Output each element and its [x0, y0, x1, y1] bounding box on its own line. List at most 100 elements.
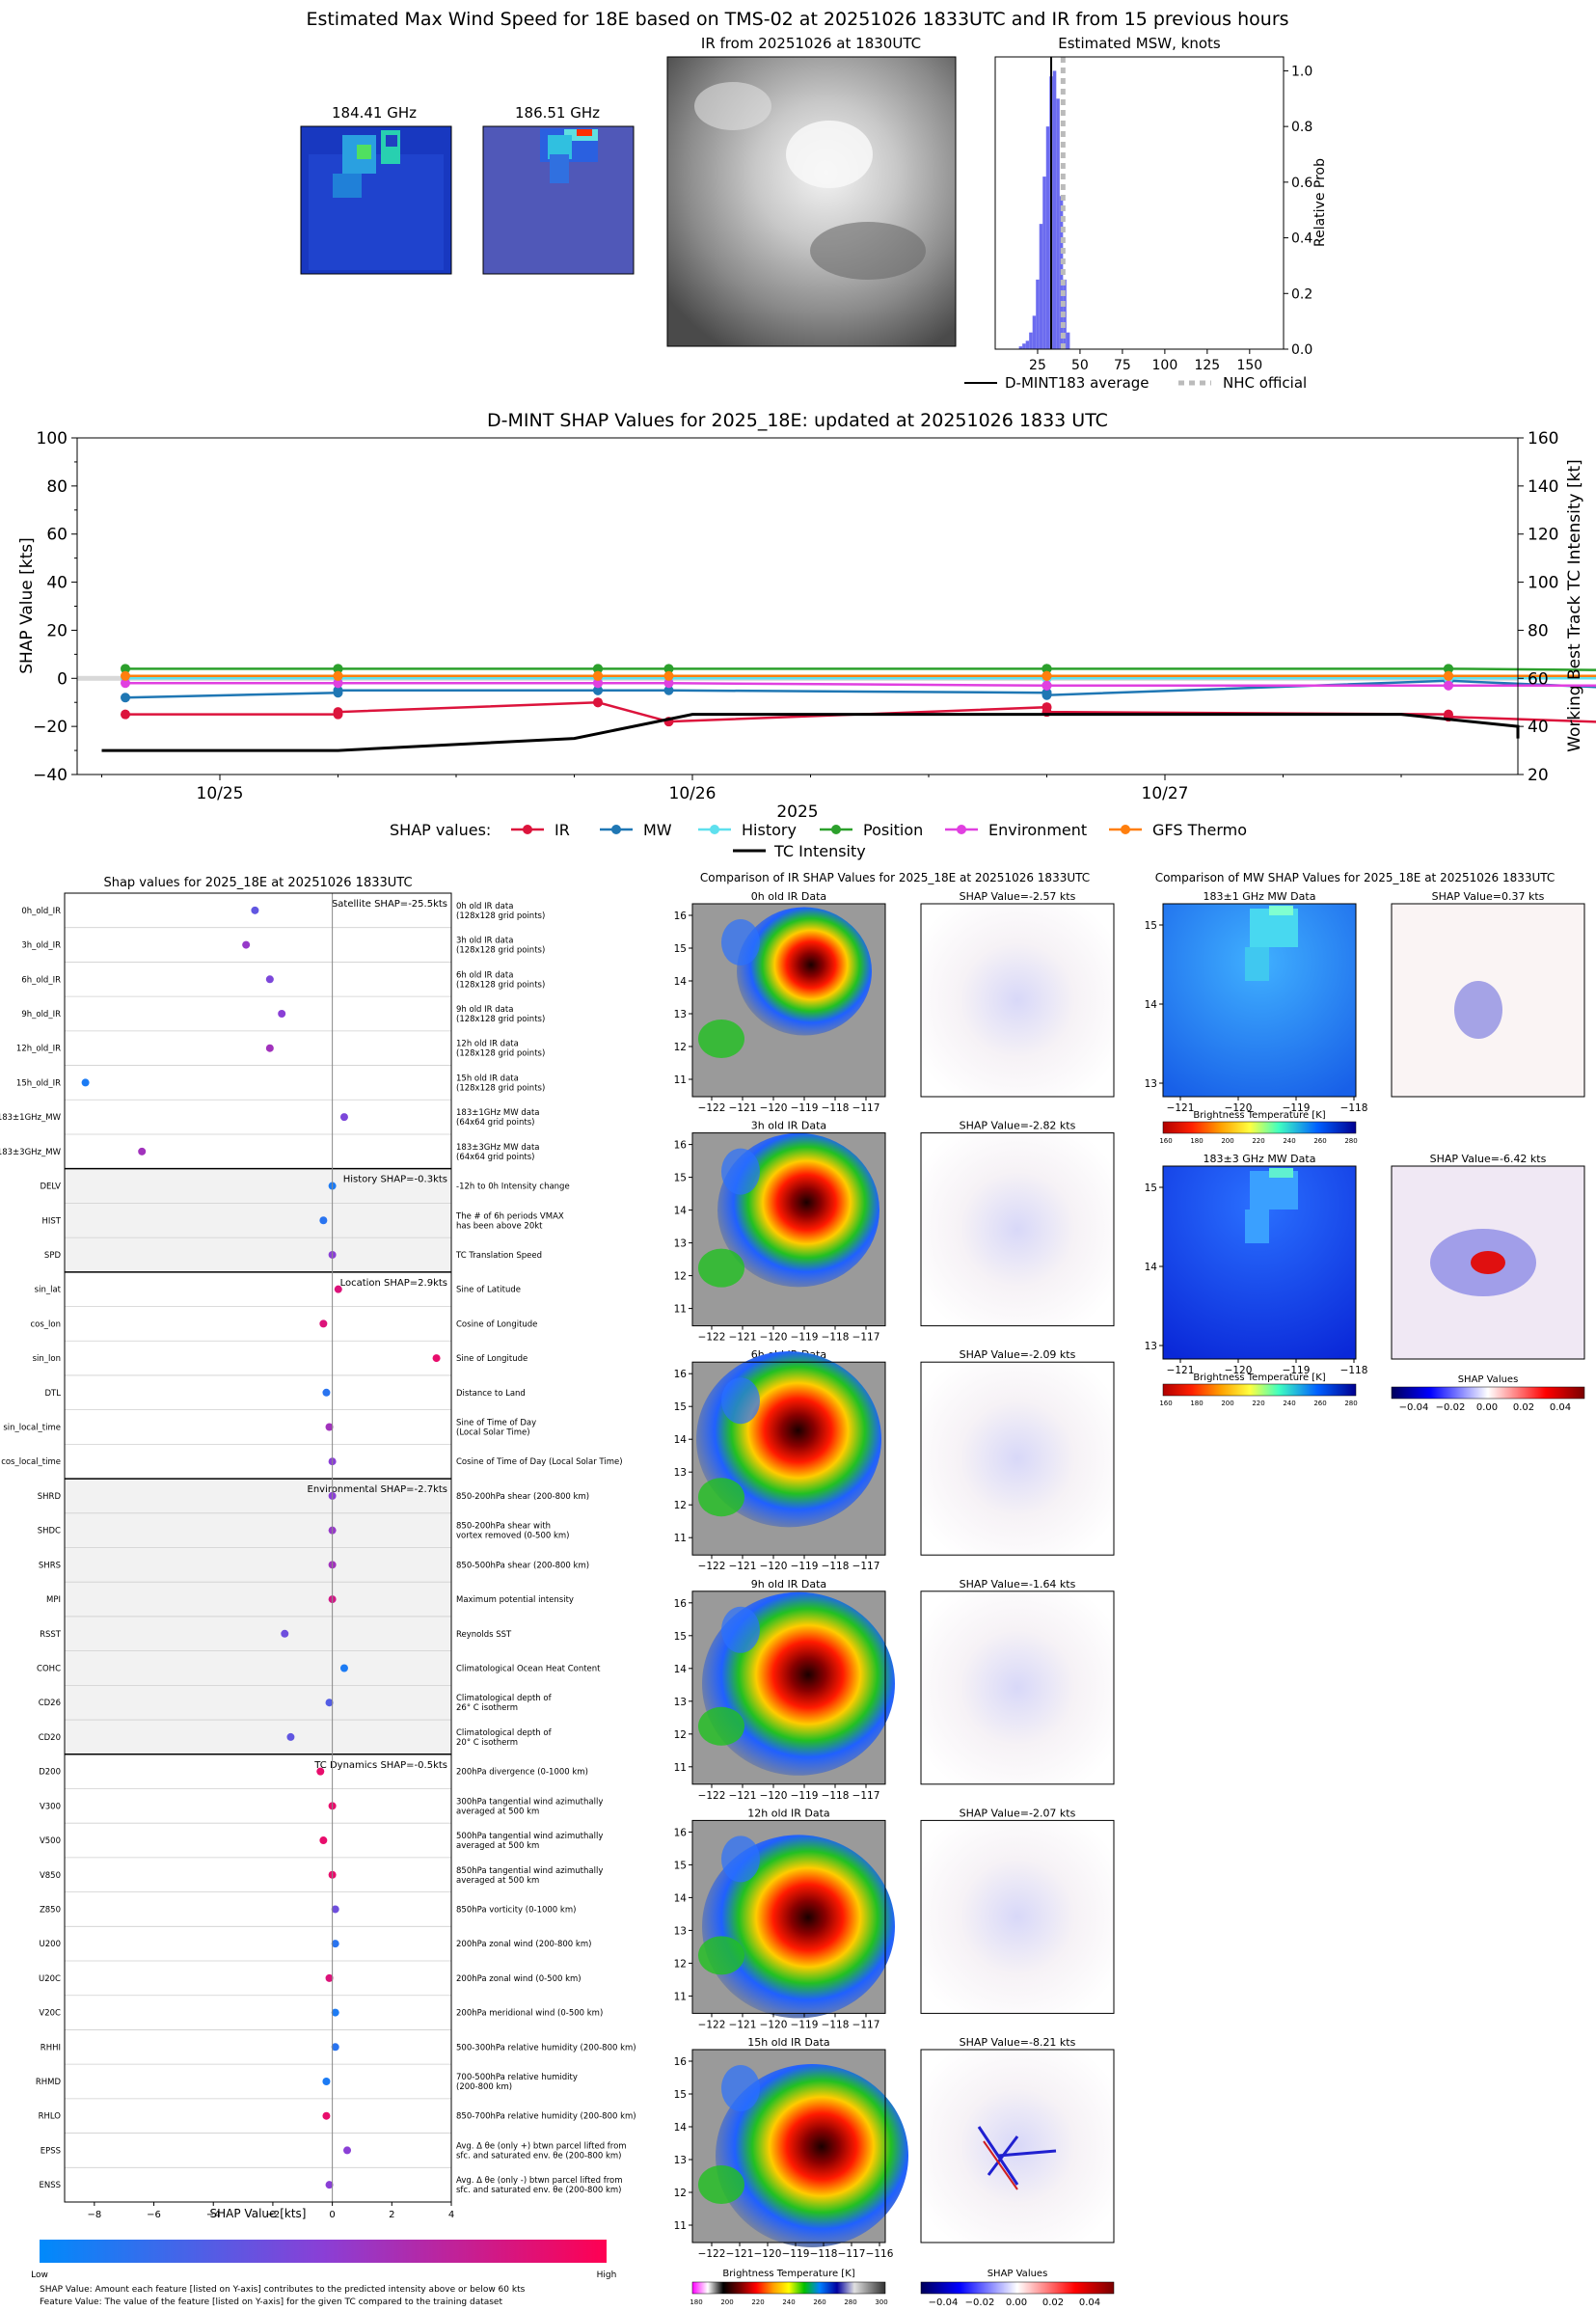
shap-point: [138, 1147, 147, 1156]
series-point-position: [663, 664, 674, 674]
feature-name: SPD: [44, 1251, 62, 1261]
ir-ytick-label: 14: [674, 1434, 688, 1446]
legend-nhc-label: NHC official: [1223, 374, 1307, 392]
feature-colorbar: [40, 2240, 607, 2263]
top-title: Estimated Max Wind Speed for 18E based o…: [306, 9, 1288, 30]
ir-bt-tick-label: 180: [690, 2298, 702, 2306]
hist-xtick-label: 25: [1029, 358, 1046, 373]
ts-y2tick-label: 80: [1528, 621, 1549, 640]
ir-xtick-label: −121: [729, 1790, 757, 1802]
shap-panel-image: [920, 903, 1115, 1098]
ir-xtick-label: −122: [698, 1102, 726, 1114]
ir-xtick-label: −117: [852, 1790, 880, 1802]
series-point-mw: [1041, 690, 1052, 700]
legend-swatch-marker: [523, 825, 532, 834]
feature-desc: 850hPa vorticity (0-1000 km): [456, 1905, 576, 1915]
feature-desc: The # of 6h periods VMAX: [455, 1211, 564, 1221]
feature-desc: Climatological depth of: [456, 1728, 553, 1738]
feature-desc: vortex removed (0-500 km): [456, 1532, 569, 1541]
ir-storm: [737, 907, 872, 1036]
feature-desc: Climatological depth of: [456, 1694, 553, 1703]
mw-bt-tick-label: 280: [1344, 1137, 1357, 1145]
ir-ytick-label: 16: [674, 1598, 688, 1610]
feature-desc: sfc. and saturated env. θe (200-800 km): [456, 2151, 622, 2161]
legend-swatch-marker: [831, 825, 841, 834]
ir-cloud-cluster: [721, 919, 760, 965]
ir-bt-tick-label: 300: [875, 2298, 887, 2306]
mw-bt-tick-label: 260: [1313, 1400, 1326, 1407]
feature-desc: TC Translation Speed: [455, 1251, 542, 1261]
hist-bar: [1025, 340, 1030, 349]
series-point-environment: [1041, 680, 1052, 691]
series-point-position: [593, 664, 603, 674]
feature-desc: 20° C isotherm: [456, 1738, 518, 1748]
ir-xtick-label: −122: [698, 1790, 726, 1802]
mw-shap-panel-title: SHAP Value=-6.42 kts: [1430, 1153, 1547, 1165]
shap-point: [242, 940, 251, 949]
ts-ytick-label: 80: [46, 477, 68, 497]
mw-ytick-label: 14: [1145, 1262, 1158, 1273]
shap-xtick-label: −6: [147, 2210, 161, 2220]
feature-desc: (64x64 grid points): [456, 1118, 534, 1128]
legend-title: SHAP values:: [390, 821, 491, 839]
hist-bar: [1039, 224, 1043, 349]
hist-ytick-label: 1.0: [1291, 64, 1312, 79]
ir-cloud-cluster: [721, 1835, 760, 1883]
feature-name: D200: [39, 1768, 61, 1778]
ts-title: D-MINT SHAP Values for 2025_18E: updated…: [487, 410, 1108, 431]
shap-point: [281, 1629, 289, 1638]
ir-panel-frame: [691, 1591, 886, 1785]
ir-panel-frame: [691, 1361, 886, 1556]
feature-name: V20C: [39, 2009, 61, 2019]
legend-swatch-marker: [1121, 825, 1130, 834]
shap-point: [322, 2078, 331, 2086]
shap-point: [331, 1940, 339, 1948]
ir-xtick-label: −119: [782, 2248, 810, 2260]
series-point-gfs-thermo: [1444, 670, 1453, 681]
ir-xtick-label: −117: [852, 1102, 880, 1114]
feature-desc: Climatological Ocean Heat Content: [456, 1664, 601, 1673]
legend-dmint-label: D-MINT183 average: [1005, 374, 1150, 392]
series-point-gfs-thermo: [593, 670, 603, 681]
legend-label: GFS Thermo: [1152, 821, 1247, 839]
mw1-image: [300, 125, 452, 275]
mw-ytick-label: 14: [1145, 999, 1158, 1011]
series-point-position: [333, 664, 343, 674]
feature-desc: (200-800 km): [456, 2082, 512, 2092]
shap-panel-image: [920, 2049, 1115, 2243]
ir-xtick-label: −120: [760, 2019, 788, 2030]
shap-point: [316, 1767, 325, 1776]
ir-ytick-label: 12: [674, 1729, 687, 1741]
feature-desc: (128x128 grid points): [456, 1049, 545, 1059]
note-feature: Feature Value: The value of the feature …: [40, 2297, 502, 2307]
ir-bt-tick-label: 220: [751, 2298, 764, 2306]
feature-desc: Cosine of Longitude: [456, 1319, 537, 1329]
series-point-gfs-thermo: [333, 670, 343, 681]
ir-ytick-label: 13: [674, 1009, 687, 1020]
ir-ytick-label: 14: [674, 976, 688, 988]
ir-xtick-label: −120: [760, 1102, 788, 1114]
feature-name: RHMD: [36, 2078, 62, 2087]
legend-tc-label: TC Intensity: [773, 842, 866, 860]
ir-xtick-label: −121: [726, 2248, 754, 2260]
ts-xtick-label: 10/27: [1142, 784, 1189, 803]
feature-name: U20C: [39, 1974, 61, 1984]
feature-desc: Sine of Longitude: [456, 1354, 527, 1364]
mw-panel-frame: [1162, 1165, 1357, 1360]
shap-point: [343, 2146, 352, 2155]
series-point-position: [1444, 664, 1453, 674]
feature-name: sin_lon: [33, 1354, 61, 1364]
ir-panel-title: 15h old IR Data: [747, 2036, 829, 2049]
ir-panel-frame: [691, 903, 886, 1098]
legend-label: Position: [863, 821, 923, 839]
feature-desc: Avg. Δ θe (only +) btwn parcel lifted fr…: [456, 2141, 627, 2151]
ir-cloud-cluster: [721, 1606, 760, 1653]
series-point-environment: [593, 678, 603, 689]
feature-name: MPI: [46, 1595, 61, 1605]
group-label: Satellite SHAP=-25.5kts: [332, 899, 447, 910]
ir-ytick-label: 16: [674, 1140, 688, 1152]
feature-name: RHLO: [39, 2112, 62, 2122]
ts-ytick-label: −40: [33, 766, 68, 785]
mw-bt-tick-label: 200: [1221, 1400, 1233, 1407]
ir-cloud-cluster: [698, 1936, 744, 1975]
